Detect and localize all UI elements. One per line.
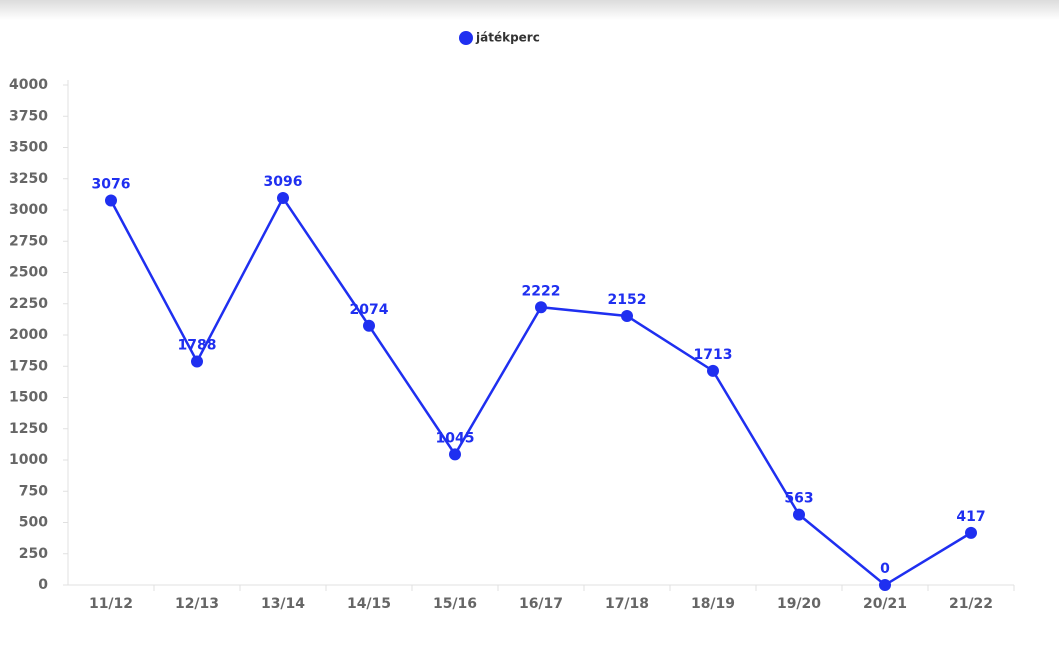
point xyxy=(277,192,289,204)
y-tick-label: 1250 xyxy=(9,421,48,437)
x-tick-label: 19/20 xyxy=(777,596,821,612)
x-tick-label: 14/15 xyxy=(347,596,391,612)
y-tick-label: 250 xyxy=(19,546,48,562)
y-tick-label: 4000 xyxy=(9,77,48,93)
y-tick-label: 0 xyxy=(38,577,48,593)
point xyxy=(191,355,203,368)
x-tick-label: 12/13 xyxy=(175,596,219,612)
data-label: 1713 xyxy=(694,347,733,363)
data-label: 3096 xyxy=(264,174,303,190)
y-tick-label: 2250 xyxy=(9,296,48,312)
point xyxy=(621,310,633,322)
data-label: 1045 xyxy=(436,430,475,446)
y-tick-label: 750 xyxy=(19,483,48,499)
data-label: 2152 xyxy=(608,292,647,308)
legend-marker xyxy=(459,31,473,45)
y-tick-label: 3500 xyxy=(9,140,48,156)
line xyxy=(109,195,972,587)
point xyxy=(879,579,891,591)
y-tick-label: 500 xyxy=(19,515,48,531)
point xyxy=(793,508,805,521)
y-tick-label: 2750 xyxy=(9,233,48,249)
top-bar xyxy=(0,0,1059,20)
x-tick-label: 21/22 xyxy=(949,596,993,612)
data-label: 417 xyxy=(956,509,985,525)
x-tick-label: 16/17 xyxy=(519,596,563,612)
x-tick-label: 20/21 xyxy=(863,596,907,612)
x-tick-label: 18/19 xyxy=(691,596,735,612)
y-tick-label: 1000 xyxy=(9,452,48,468)
x-tick-label: 11/12 xyxy=(89,596,133,612)
x-tick-label: 15/16 xyxy=(433,596,477,612)
x-tick-label: 13/14 xyxy=(261,596,305,612)
data-label: 1788 xyxy=(178,338,217,354)
data-label: 2222 xyxy=(522,283,561,299)
y-tick-label: 2000 xyxy=(9,327,48,343)
point xyxy=(105,194,117,207)
point xyxy=(707,364,719,377)
y-tick-label: 1750 xyxy=(9,358,48,374)
y-tick-label: 1500 xyxy=(9,390,48,406)
legend-label: játékperc xyxy=(475,31,540,45)
point xyxy=(965,526,977,539)
point xyxy=(363,319,375,332)
point xyxy=(449,448,461,461)
data-label: 2074 xyxy=(350,302,389,318)
point xyxy=(535,301,547,314)
y-tick-label: 3000 xyxy=(9,202,48,218)
x-tick-label: 17/18 xyxy=(605,596,649,612)
y-tick-label: 3750 xyxy=(9,108,48,124)
y-tick-label: 3250 xyxy=(9,171,48,187)
data-label: 0 xyxy=(880,561,890,577)
data-label: 3076 xyxy=(92,177,131,193)
data-label: 563 xyxy=(784,491,813,507)
y-tick-label: 2500 xyxy=(9,265,48,281)
